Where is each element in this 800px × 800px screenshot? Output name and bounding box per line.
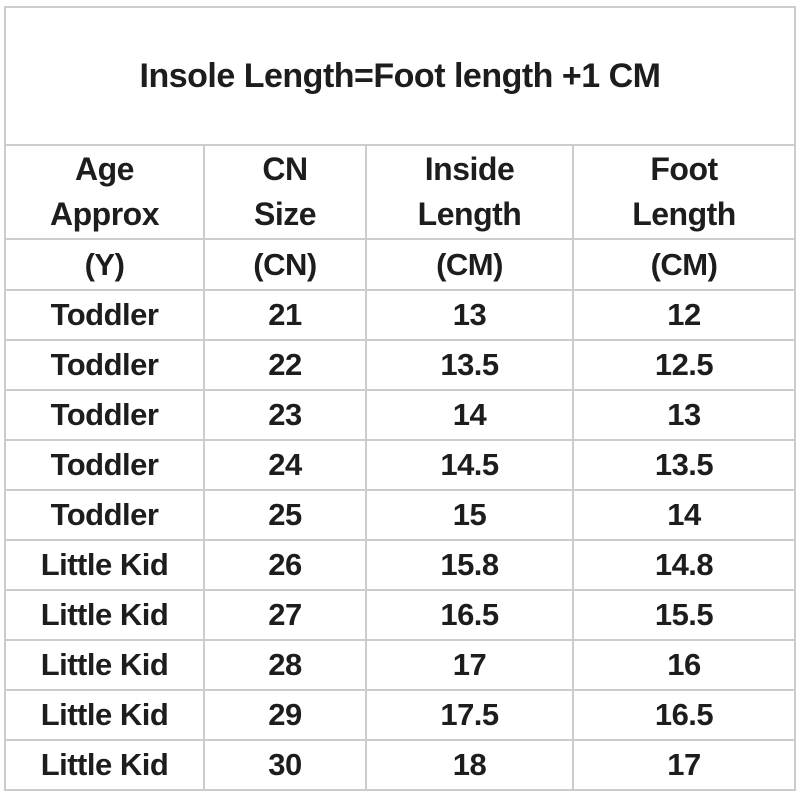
foot-length-cell: 14 [571,489,797,541]
units-row: (Y) (CN) (CM) (CM) [4,238,797,291]
foot-length-cell: 16.5 [571,689,797,741]
age-cell: Little Kid [4,739,205,791]
unit-age: (Y) [4,238,205,291]
table-row: Toddler 25 15 14 [4,489,797,541]
cn-size-cell: 27 [203,589,367,641]
cn-size-cell: 22 [203,339,367,391]
col-header-cn-line2: Size [253,196,317,232]
unit-cn: (CN) [203,238,367,291]
inside-length-cell: 14 [365,389,574,441]
unit-foot: (CM) [571,238,797,291]
age-cell: Little Kid [4,639,205,691]
table-row: Little Kid 27 16.5 15.5 [4,589,797,641]
inside-length-cell: 15 [365,489,574,541]
col-header-inside-line2: Length [417,196,522,232]
inside-length-cell: 17.5 [365,689,574,741]
inside-length-cell: 14.5 [365,439,574,491]
inside-length-cell: 18 [365,739,574,791]
col-header-cn-size: CN Size [203,144,367,240]
cn-size-cell: 28 [203,639,367,691]
age-cell: Little Kid [4,589,205,641]
cn-size-cell: 23 [203,389,367,441]
table-row: Little Kid 26 15.8 14.8 [4,539,797,591]
insole-length-note: Insole Length=Foot length +1 CM [3,6,797,146]
foot-length-cell: 16 [571,639,797,691]
age-cell: Little Kid [4,689,205,741]
table-row: Little Kid 30 18 17 [4,739,797,791]
inside-length-cell: 16.5 [365,589,574,641]
age-cell: Toddler [4,389,205,441]
col-header-age-approx: Age Approx [4,144,205,240]
cn-size-cell: 24 [203,439,367,491]
col-header-age-line2: Approx [50,196,160,232]
col-header-inside-length: Inside Length [365,144,574,240]
age-cell: Toddler [4,439,205,491]
cn-size-cell: 29 [203,689,367,741]
foot-length-cell: 12.5 [571,339,797,391]
foot-length-cell: 13.5 [571,439,797,491]
col-header-inside-line1: Inside [424,151,515,187]
age-cell: Toddler [4,489,205,541]
column-header-row: Age Approx CN Size Inside Length Foot Le… [4,144,797,240]
cn-size-cell: 25 [203,489,367,541]
col-header-cn-line1: CN [262,151,308,187]
inside-length-cell: 15.8 [365,539,574,591]
table-row: Toddler 24 14.5 13.5 [4,439,797,491]
cn-size-cell: 26 [203,539,367,591]
inside-length-cell: 13.5 [365,339,574,391]
foot-length-cell: 12 [571,289,797,341]
foot-length-cell: 17 [571,739,797,791]
inside-length-cell: 13 [365,289,574,341]
age-cell: Toddler [4,339,205,391]
foot-length-cell: 15.5 [571,589,797,641]
col-header-foot-length: Foot Length [571,144,797,240]
table-row: Little Kid 28 17 16 [4,639,797,691]
cn-size-cell: 30 [203,739,367,791]
table-row: Little Kid 29 17.5 16.5 [4,689,797,741]
unit-inside: (CM) [365,238,574,291]
inside-length-cell: 17 [365,639,574,691]
table-row: Toddler 22 13.5 12.5 [4,339,797,391]
foot-length-cell: 14.8 [571,539,797,591]
col-header-foot-line1: Foot [650,151,718,187]
age-cell: Little Kid [4,539,205,591]
table-row: Toddler 21 13 12 [4,289,797,341]
foot-length-cell: 13 [571,389,797,441]
cn-size-cell: 21 [203,289,367,341]
size-chart-table: Insole Length=Foot length +1 CM Age Appr… [3,6,797,791]
banner-row: Insole Length=Foot length +1 CM [3,6,797,146]
col-header-foot-line2: Length [632,196,736,232]
table-row: Toddler 23 14 13 [4,389,797,441]
age-cell: Toddler [4,289,205,341]
col-header-age-line1: Age [75,151,134,187]
